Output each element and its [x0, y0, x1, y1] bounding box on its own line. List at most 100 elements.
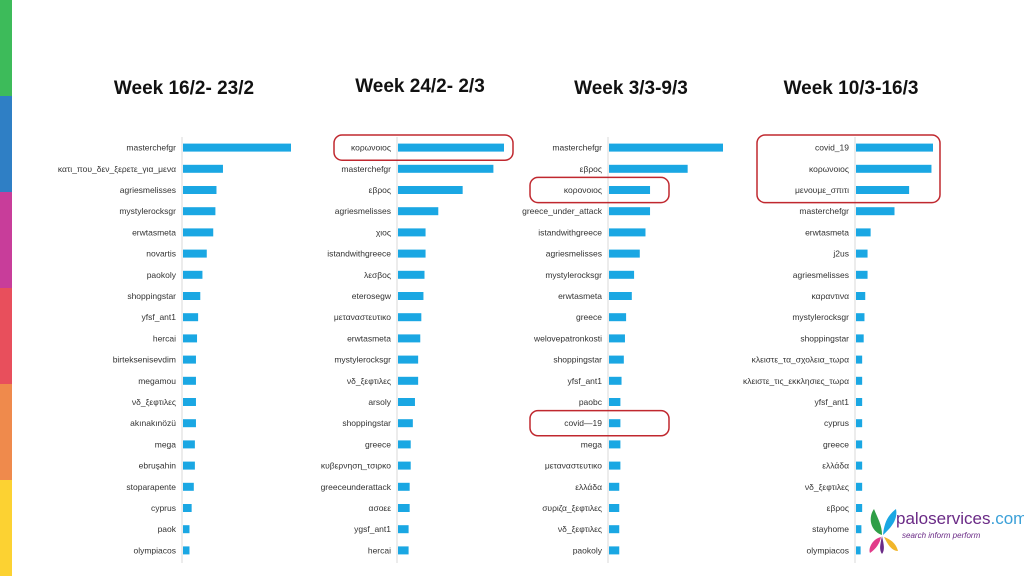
highlight-box: [529, 176, 670, 204]
category-label: ελλάδα: [575, 482, 602, 492]
category-label: εβρος: [827, 503, 849, 513]
bar: [398, 270, 425, 279]
category-label: arsoly: [368, 397, 391, 407]
category-label: masterchefgr: [552, 143, 602, 153]
category-label: μεταναστευτικο: [545, 461, 602, 471]
logo-wordmark: paloservices.com: [896, 509, 1024, 528]
category-label: cyprus: [151, 503, 176, 513]
chart-title-week-2: Week 24/2- 2/3: [355, 76, 485, 97]
category-label: hercai: [368, 545, 391, 555]
category-label: erwtasmeta: [805, 227, 849, 237]
bar: [183, 270, 203, 279]
category-label: ygsf_ant1: [354, 524, 391, 534]
category-label: novartis: [146, 249, 176, 259]
category-label: akınakınözü: [130, 418, 176, 428]
category-label: yfsf_ant1: [815, 397, 850, 407]
category-label: agriesmelisses: [335, 206, 391, 216]
category-label: νδ_ξεφτιλες: [347, 376, 391, 386]
bar: [856, 292, 866, 300]
bar: [183, 207, 216, 216]
category-label: hercai: [153, 333, 176, 343]
bar: [183, 228, 214, 237]
category-label: stoparapente: [126, 482, 176, 492]
bar: [856, 440, 863, 449]
category-label: welovepatronkosti: [533, 333, 602, 343]
category-label: paokoly: [573, 545, 603, 555]
stripe-segment: [0, 96, 12, 192]
bar: [183, 143, 291, 152]
paloservices-logo: paloservices.com search inform perform: [866, 505, 1024, 555]
category-label: mystylerocksgr: [119, 206, 176, 216]
highlight-box: [756, 134, 941, 204]
category-label: mystylerocksgr: [792, 312, 849, 322]
bar: [609, 292, 632, 300]
category-label: olympiacos: [133, 545, 176, 555]
bar: [856, 398, 863, 406]
category-label: κορονοιος: [564, 185, 602, 195]
bar: [398, 164, 494, 173]
bar: [856, 164, 932, 173]
category-label: birteksenisevdim: [113, 355, 176, 365]
category-label: μεταναστευτικο: [334, 312, 391, 322]
category-label: paok: [158, 524, 177, 534]
category-label: ασοεε: [369, 503, 392, 513]
bar: [183, 440, 195, 449]
stripe-segment: [0, 192, 12, 288]
bar: [398, 525, 409, 534]
bar: [609, 376, 622, 385]
bar: [609, 270, 635, 279]
chart-title-week-4: Week 10/3-16/3: [783, 78, 919, 99]
category-label: stayhome: [812, 524, 849, 534]
bar: [398, 398, 415, 406]
bar: [856, 482, 863, 491]
bar: [609, 461, 621, 470]
category-label: shoppingstar: [800, 333, 849, 343]
chart-title-week-3: Week 3/3-9/3: [574, 78, 688, 99]
bar: [609, 546, 620, 555]
bar: [183, 461, 195, 470]
category-label: κυβερνηση_τσιρκο: [321, 461, 391, 471]
category-label: greece: [576, 312, 602, 322]
stripe-segment: [0, 0, 12, 96]
bar: [398, 292, 424, 300]
category-label: j2us: [832, 249, 849, 259]
bar: [183, 334, 198, 343]
bar: [398, 546, 409, 555]
category-label: νδ_ξεφτιλες: [132, 397, 176, 407]
category-label: ebruşahin: [139, 461, 177, 471]
category-label: yfsf_ant1: [142, 312, 177, 322]
category-label: megamou: [138, 376, 176, 386]
bar: [856, 546, 861, 555]
bar: [856, 355, 863, 364]
bar: [398, 461, 411, 470]
bar: [609, 482, 620, 491]
category-label: shoppingstar: [553, 355, 602, 365]
highlight-box: [529, 409, 670, 437]
category-label: covid_19: [815, 143, 849, 153]
category-label: mystylerocksgr: [545, 270, 602, 280]
bar: [183, 525, 190, 534]
category-label: greece: [823, 439, 849, 449]
bar: [398, 504, 410, 512]
category-label: shoppingstar: [127, 291, 176, 301]
category-label: greeceunderattack: [321, 482, 392, 492]
bar: [183, 376, 196, 385]
category-label: masterchefgr: [341, 164, 391, 174]
category-label: agriesmelisses: [120, 185, 176, 195]
bar: [398, 355, 419, 364]
side-color-stripe: [0, 0, 12, 576]
category-label: yfsf_ant1: [568, 376, 603, 386]
stripe-segment: [0, 288, 12, 384]
bar: [856, 334, 864, 343]
bar: [398, 313, 422, 322]
category-label: εβρος: [369, 185, 391, 195]
category-label: paokoly: [147, 270, 177, 280]
bar: [609, 419, 621, 428]
category-label: mystylerocksgr: [334, 355, 391, 365]
category-label: masterchefgr: [126, 143, 176, 153]
highlight-box: [333, 134, 514, 161]
bar: [183, 504, 192, 512]
category-label: λεσβος: [364, 270, 391, 280]
bar: [609, 186, 651, 194]
bar: [398, 143, 504, 152]
